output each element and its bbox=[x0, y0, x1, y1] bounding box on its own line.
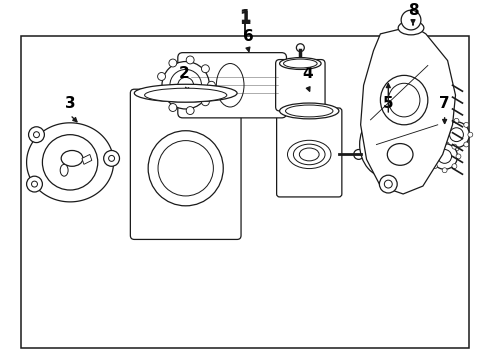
Ellipse shape bbox=[280, 58, 321, 69]
Text: 1: 1 bbox=[239, 10, 251, 28]
Circle shape bbox=[449, 128, 464, 141]
Circle shape bbox=[420, 122, 425, 127]
Circle shape bbox=[384, 180, 392, 188]
Ellipse shape bbox=[380, 75, 428, 125]
Circle shape bbox=[440, 142, 445, 147]
Ellipse shape bbox=[375, 133, 392, 147]
Circle shape bbox=[416, 132, 421, 137]
Circle shape bbox=[432, 144, 437, 149]
Ellipse shape bbox=[286, 105, 333, 117]
Circle shape bbox=[43, 135, 98, 190]
Circle shape bbox=[432, 144, 458, 169]
Circle shape bbox=[420, 122, 445, 148]
Circle shape bbox=[452, 144, 457, 149]
Ellipse shape bbox=[360, 111, 417, 178]
Circle shape bbox=[186, 107, 194, 114]
Circle shape bbox=[443, 122, 469, 148]
Text: 6: 6 bbox=[243, 29, 253, 44]
Circle shape bbox=[454, 118, 459, 123]
Circle shape bbox=[420, 142, 425, 147]
Ellipse shape bbox=[61, 150, 83, 166]
Circle shape bbox=[432, 164, 437, 169]
Polygon shape bbox=[361, 26, 456, 194]
Circle shape bbox=[178, 77, 194, 93]
Circle shape bbox=[438, 149, 452, 163]
Circle shape bbox=[428, 154, 433, 159]
Circle shape bbox=[33, 132, 39, 138]
Ellipse shape bbox=[134, 84, 237, 102]
Ellipse shape bbox=[284, 59, 317, 68]
Circle shape bbox=[170, 69, 201, 101]
Circle shape bbox=[444, 122, 449, 127]
Circle shape bbox=[201, 98, 209, 106]
Polygon shape bbox=[82, 154, 92, 164]
Circle shape bbox=[201, 65, 209, 73]
Circle shape bbox=[440, 132, 445, 137]
Circle shape bbox=[442, 140, 447, 145]
Circle shape bbox=[430, 146, 435, 151]
Circle shape bbox=[442, 168, 447, 173]
Circle shape bbox=[186, 56, 194, 64]
Text: 2: 2 bbox=[178, 66, 189, 81]
Text: 3: 3 bbox=[65, 96, 75, 111]
Bar bbox=[21, 36, 469, 348]
Ellipse shape bbox=[145, 88, 227, 102]
Text: 8: 8 bbox=[408, 3, 418, 18]
Ellipse shape bbox=[398, 21, 424, 35]
Text: 1: 1 bbox=[239, 8, 251, 26]
FancyBboxPatch shape bbox=[178, 53, 287, 118]
Text: 5: 5 bbox=[383, 96, 393, 111]
Circle shape bbox=[162, 62, 209, 109]
Circle shape bbox=[464, 122, 469, 127]
Ellipse shape bbox=[387, 144, 413, 165]
Circle shape bbox=[207, 81, 215, 89]
FancyBboxPatch shape bbox=[276, 59, 325, 111]
Circle shape bbox=[109, 156, 115, 161]
Circle shape bbox=[354, 149, 364, 159]
Circle shape bbox=[456, 154, 461, 159]
Circle shape bbox=[28, 127, 45, 143]
Ellipse shape bbox=[280, 103, 339, 119]
Circle shape bbox=[158, 141, 213, 196]
Circle shape bbox=[430, 118, 435, 123]
Circle shape bbox=[26, 176, 43, 192]
Circle shape bbox=[379, 175, 397, 193]
Circle shape bbox=[31, 181, 37, 187]
Circle shape bbox=[104, 150, 120, 166]
FancyBboxPatch shape bbox=[130, 89, 241, 239]
Circle shape bbox=[452, 164, 457, 169]
FancyBboxPatch shape bbox=[277, 108, 342, 197]
Circle shape bbox=[148, 131, 223, 206]
Circle shape bbox=[296, 44, 304, 51]
Ellipse shape bbox=[217, 63, 244, 107]
Circle shape bbox=[401, 10, 421, 30]
Circle shape bbox=[426, 128, 440, 141]
Circle shape bbox=[444, 132, 449, 137]
Circle shape bbox=[440, 122, 445, 127]
Ellipse shape bbox=[60, 164, 68, 176]
Text: 4: 4 bbox=[302, 66, 313, 81]
Circle shape bbox=[158, 72, 166, 80]
Circle shape bbox=[468, 132, 473, 137]
Text: 7: 7 bbox=[440, 96, 450, 111]
Circle shape bbox=[169, 104, 177, 112]
Circle shape bbox=[158, 90, 166, 98]
Circle shape bbox=[169, 59, 177, 67]
Ellipse shape bbox=[388, 83, 420, 117]
Circle shape bbox=[454, 146, 459, 151]
Polygon shape bbox=[26, 123, 114, 202]
Circle shape bbox=[444, 142, 449, 147]
Circle shape bbox=[464, 142, 469, 147]
